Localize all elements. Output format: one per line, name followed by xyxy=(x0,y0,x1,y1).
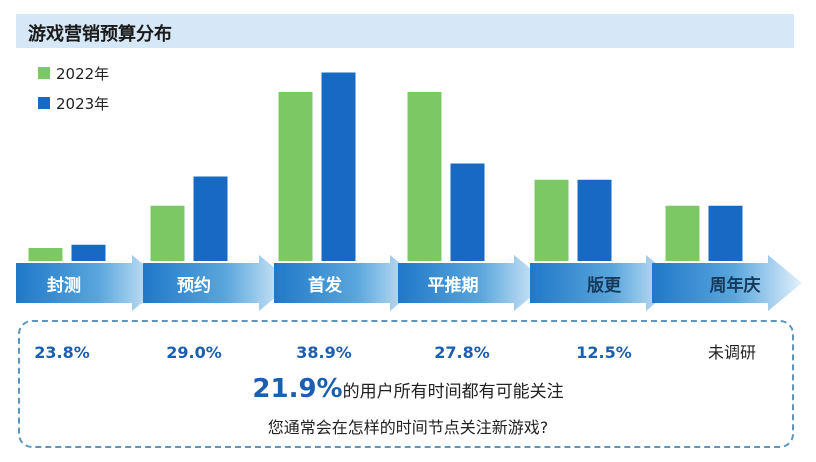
category-label-5: 周年庆 xyxy=(710,275,761,296)
summary-box xyxy=(18,320,794,448)
chart-title: 游戏营销预算分布 xyxy=(28,24,172,45)
category-label-4: 版更 xyxy=(587,275,622,296)
bar-0-0 xyxy=(28,248,63,261)
legend-swatch-0 xyxy=(38,67,50,79)
summary-headline: 21.9%的用户所有时间都有可能关注 xyxy=(0,374,816,404)
bar-1-3 xyxy=(450,163,485,261)
share-label-0: 23.8% xyxy=(34,343,90,362)
bar-0-4 xyxy=(534,179,569,261)
bar-1-0 xyxy=(71,244,106,261)
share-label-2: 38.9% xyxy=(296,343,352,362)
arrow-4 xyxy=(530,255,680,311)
title-bar: 游戏营销预算分布 xyxy=(16,14,794,48)
share-label-1: 29.0% xyxy=(166,343,222,362)
legend-label-0: 2022年 xyxy=(56,65,109,83)
bar-0-2 xyxy=(278,92,313,261)
legend: 2022年 2023年 xyxy=(38,65,109,113)
share-label-3: 27.8% xyxy=(434,343,490,362)
arrow-2 xyxy=(274,255,424,311)
headline-text: 的用户所有时间都有可能关注 xyxy=(342,382,564,402)
bar-1-4 xyxy=(577,179,612,261)
category-label-2: 首发 xyxy=(308,275,343,296)
survey-question: 您通常会在怎样的时间节点关注新游戏? xyxy=(267,418,549,437)
category-label-1: 预约 xyxy=(177,275,211,296)
bar-1-2 xyxy=(321,72,356,261)
category-arrows xyxy=(16,255,802,311)
arrow-5 xyxy=(652,255,802,311)
bar-1-1 xyxy=(193,176,228,261)
legend-label-1: 2023年 xyxy=(56,95,109,113)
bars xyxy=(28,72,743,261)
share-label-5: 未调研 xyxy=(708,343,756,362)
arrow-1 xyxy=(143,255,293,311)
category-labels: 封测 预约 首发 平推期 版更 周年庆 xyxy=(47,275,761,296)
bar-1-5 xyxy=(708,205,743,261)
bar-0-5 xyxy=(665,205,700,261)
bar-0-1 xyxy=(150,205,185,261)
share-label-4: 12.5% xyxy=(576,343,632,362)
legend-swatch-1 xyxy=(38,97,50,109)
category-label-0: 封测 xyxy=(47,275,81,296)
share-labels: 23.8% 29.0% 38.9% 27.8% 12.5% 未调研 xyxy=(34,343,756,362)
bar-0-3 xyxy=(407,92,442,261)
arrow-0 xyxy=(16,255,166,311)
highlight-percent: 21.9% xyxy=(252,374,343,404)
arrow-3 xyxy=(398,255,548,311)
category-label-3: 平推期 xyxy=(428,275,479,296)
